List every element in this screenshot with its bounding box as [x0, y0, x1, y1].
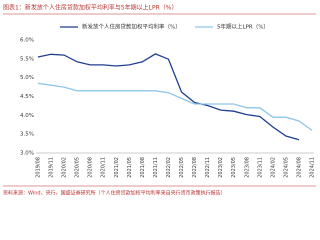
x-tick-label: 2020/02: [62, 157, 68, 178]
source-note: 资料来源：Wind，央行，国盛证券研究所（个人住房贷款加权平均利率来自央行货币政…: [3, 190, 226, 197]
x-tick-label: 2021/02: [114, 157, 120, 178]
x-tick-label: 2024/02: [270, 157, 276, 178]
y-tick-label: 3.5%: [20, 132, 34, 138]
x-tick-label: 2021/05: [127, 157, 133, 178]
chart: 图表1：新发放个人住房贷款加权平均利率与5年期以上LPR（%） 资料来源：Win…: [3, 4, 316, 197]
series-line: [37, 82, 313, 131]
x-tick-label: 2020/11: [101, 157, 107, 178]
y-tick-label: 4.0%: [20, 113, 34, 119]
legend-label: 5年期以上LPR（%）: [217, 23, 269, 31]
x-tick-label: 2021/11: [153, 157, 159, 178]
x-tick-label: 2020/08: [88, 157, 94, 178]
x-tick-label: 2022/11: [205, 157, 211, 178]
x-tick-label: 2021/08: [140, 157, 146, 178]
y-tick-label: 4.5%: [20, 94, 34, 100]
y-tick-label: 6.0%: [20, 38, 34, 44]
legend-label: 新发放个人住房贷款加权平均利率（%）: [82, 23, 181, 31]
x-tick-label: 2022/05: [179, 157, 185, 178]
y-tick-label: 3.0%: [20, 151, 34, 157]
x-tick-label: 2019/08: [36, 157, 42, 178]
x-tick-label: 2022/08: [192, 157, 198, 178]
x-tick-label: 2024/05: [283, 157, 289, 178]
chart-title: 图表1：新发放个人住房贷款加权平均利率与5年期以上LPR（%）: [3, 4, 177, 12]
y-tick-label: 5.5%: [20, 56, 34, 62]
x-tick-label: 2020/05: [75, 157, 81, 178]
x-tick-label: 2023/11: [257, 157, 263, 178]
x-tick-label: 2024/11: [310, 157, 316, 178]
series-line: [37, 53, 300, 141]
x-tick-label: 2024/08: [296, 157, 302, 178]
x-tick-label: 2023/05: [231, 157, 237, 178]
x-tick-label: 2023/08: [244, 157, 250, 178]
x-tick-label: 2023/02: [218, 157, 224, 178]
x-tick-label: 2019/11: [49, 157, 55, 178]
x-tick-label: 2022/02: [166, 157, 172, 178]
y-tick-label: 5.0%: [20, 75, 34, 81]
